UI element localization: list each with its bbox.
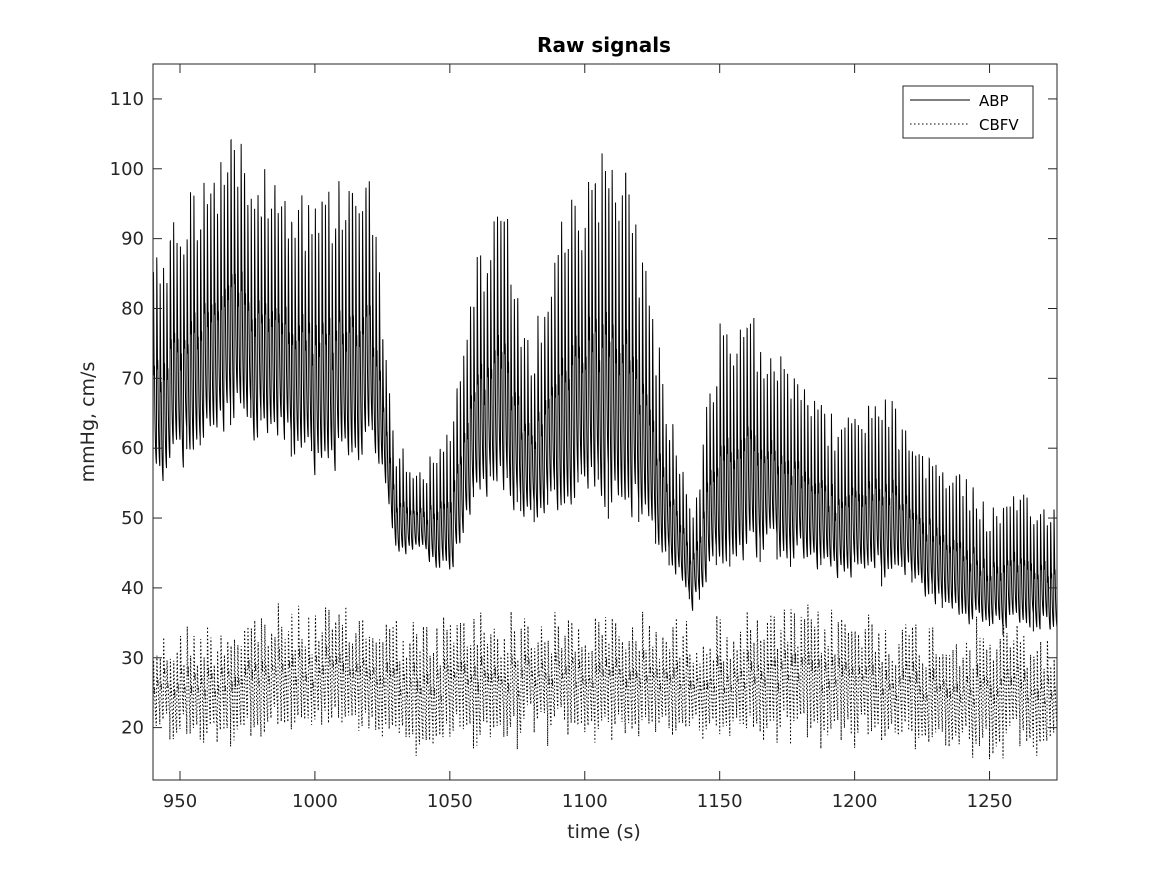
x-tick-label: 1250 — [967, 791, 1013, 812]
x-tick-label: 1150 — [697, 791, 743, 812]
y-tick-label: 80 — [121, 298, 144, 319]
x-axis-label: time (s) — [567, 821, 641, 843]
y-tick-label: 110 — [110, 89, 144, 110]
legend-entry-abp: ABP — [979, 92, 1009, 110]
y-tick-label: 40 — [121, 578, 144, 599]
x-tick-label: 1000 — [292, 791, 338, 812]
series-abp-line — [153, 138, 1057, 636]
series-cbfv-line — [153, 603, 1057, 760]
x-tick-label: 1100 — [562, 791, 608, 812]
chart-title: Raw signals — [537, 33, 671, 57]
series-layer — [153, 138, 1057, 760]
legend-entry-cbfv: CBFV — [979, 116, 1019, 134]
y-tick-label: 60 — [121, 438, 144, 459]
y-tick-label: 50 — [121, 508, 144, 529]
axes-box — [152, 63, 1058, 781]
x-tick-label: 1200 — [832, 791, 878, 812]
legend: ABP CBFV — [902, 85, 1034, 139]
y-tick-label: 90 — [121, 229, 144, 250]
x-tick-label: 1050 — [427, 791, 473, 812]
y-tick-label: 70 — [121, 368, 144, 389]
y-tick-label: 30 — [121, 648, 144, 669]
y-tick-label: 100 — [110, 159, 144, 180]
x-axis: 950 1000 1050 1100 1150 1200 1250 — [163, 64, 1013, 812]
x-tick-label: 950 — [163, 791, 197, 812]
y-axis-label: mmHg, cm/s — [77, 362, 99, 483]
legend-box — [902, 85, 1034, 139]
y-axis: 20 30 40 50 60 70 80 90 100 110 — [110, 89, 1057, 739]
y-tick-label: 20 — [121, 718, 144, 739]
